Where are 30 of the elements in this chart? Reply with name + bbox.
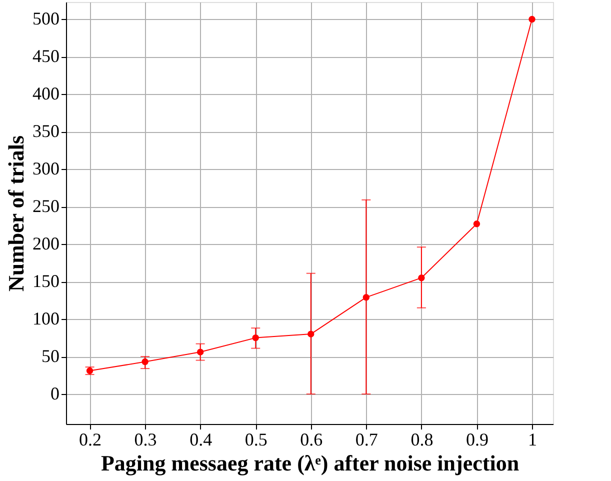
y-axis-title: Number of trials [4,135,28,292]
x-tick-label: 0.2 [79,430,102,450]
y-tick-label: 400 [32,84,60,104]
x-tick-label: 0.9 [466,430,488,450]
x-tick-label: 0.6 [300,430,323,450]
y-tick-label: 300 [32,158,60,179]
x-tick-label: 1 [528,430,537,450]
point [196,348,204,356]
y-tick-label: 450 [32,46,60,66]
x-tick-label: 0.3 [134,430,157,450]
y-tick-label: 350 [32,121,60,142]
point [418,274,425,282]
x-tick-label: 0.4 [190,430,212,450]
y-tick-label: 250 [32,196,60,216]
y-tick-label: 100 [32,308,60,329]
y-tick-label: 500 [32,8,60,29]
point [362,294,370,301]
point [142,358,148,366]
point [473,220,480,228]
point [308,330,314,338]
x-tick-label: 0.8 [410,430,434,450]
y-tick-label: 50 [42,346,60,366]
point [528,16,536,23]
x-tick-label: 0.5 [244,430,268,450]
x-tick-label: 0.7 [355,430,378,450]
x-axis-title: Paging messaeg rate (λᵉ) after noise injection [100,450,520,476]
y-tick-label: 0 [50,384,60,404]
point [252,334,259,342]
y-tick-label: 150 [32,271,60,292]
y-tick-label: 200 [32,234,60,254]
